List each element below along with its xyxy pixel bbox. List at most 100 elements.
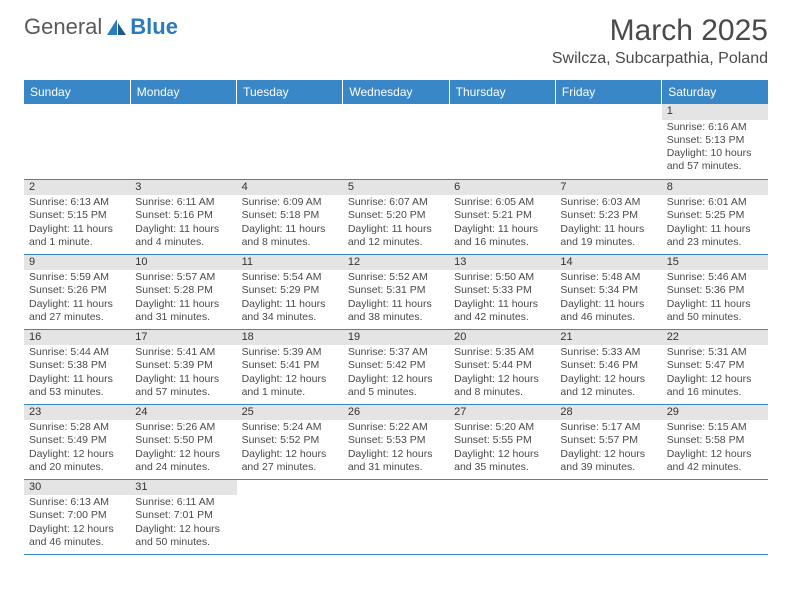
calendar-cell [24,104,130,179]
calendar-cell: 21Sunrise: 5:33 AMSunset: 5:46 PMDayligh… [555,329,661,404]
daylight-line: Daylight: 12 hours and 12 minutes. [560,373,656,399]
sunrise-line: Sunrise: 5:22 AM [348,421,444,434]
sunrise-line: Sunrise: 5:28 AM [29,421,125,434]
day-number: 18 [237,330,343,346]
calendar-cell [343,104,449,179]
calendar-cell: 4Sunrise: 6:09 AMSunset: 5:18 PMDaylight… [237,179,343,254]
sunset-line: Sunset: 5:33 PM [454,284,550,297]
day-number: 9 [24,255,130,271]
sunset-line: Sunset: 5:41 PM [242,359,338,372]
sunrise-line: Sunrise: 5:50 AM [454,271,550,284]
day-body: Sunrise: 5:17 AMSunset: 5:57 PMDaylight:… [555,420,661,477]
daylight-line: Daylight: 11 hours and 42 minutes. [454,298,550,324]
daylight-line: Daylight: 11 hours and 8 minutes. [242,223,338,249]
location: Swilcza, Subcarpathia, Poland [552,50,768,68]
day-body: Sunrise: 5:15 AMSunset: 5:58 PMDaylight:… [662,420,768,477]
calendar-cell [662,479,768,554]
daylight-line: Daylight: 12 hours and 42 minutes. [667,448,763,474]
day-body: Sunrise: 5:50 AMSunset: 5:33 PMDaylight:… [449,270,555,327]
sunrise-line: Sunrise: 5:48 AM [560,271,656,284]
sunset-line: Sunset: 5:26 PM [29,284,125,297]
daylight-line: Daylight: 11 hours and 38 minutes. [348,298,444,324]
day-body: Sunrise: 6:11 AMSunset: 5:16 PMDaylight:… [130,195,236,252]
daylight-line: Daylight: 12 hours and 46 minutes. [29,523,125,549]
sunset-line: Sunset: 5:57 PM [560,434,656,447]
daylight-line: Daylight: 11 hours and 34 minutes. [242,298,338,324]
day-body: Sunrise: 5:20 AMSunset: 5:55 PMDaylight:… [449,420,555,477]
day-body: Sunrise: 6:16 AMSunset: 5:13 PMDaylight:… [662,120,768,177]
sunrise-line: Sunrise: 5:46 AM [667,271,763,284]
day-body: Sunrise: 5:41 AMSunset: 5:39 PMDaylight:… [130,345,236,402]
calendar-week: 9Sunrise: 5:59 AMSunset: 5:26 PMDaylight… [24,254,768,329]
daylight-line: Daylight: 12 hours and 16 minutes. [667,373,763,399]
calendar-cell [130,104,236,179]
header: General Blue March 2025 Swilcza, Subcarp… [0,0,792,72]
day-number: 10 [130,255,236,271]
sunset-line: Sunset: 5:29 PM [242,284,338,297]
calendar-cell: 7Sunrise: 6:03 AMSunset: 5:23 PMDaylight… [555,179,661,254]
calendar-cell [343,479,449,554]
calendar-cell: 9Sunrise: 5:59 AMSunset: 5:26 PMDaylight… [24,254,130,329]
calendar-table: SundayMondayTuesdayWednesdayThursdayFrid… [24,80,768,555]
calendar-cell: 2Sunrise: 6:13 AMSunset: 5:15 PMDaylight… [24,179,130,254]
sunset-line: Sunset: 5:38 PM [29,359,125,372]
daylight-line: Daylight: 12 hours and 35 minutes. [454,448,550,474]
sunset-line: Sunset: 7:00 PM [29,509,125,522]
day-header: Wednesday [343,80,449,104]
day-header: Friday [555,80,661,104]
calendar-cell [449,104,555,179]
day-number: 16 [24,330,130,346]
calendar-cell: 22Sunrise: 5:31 AMSunset: 5:47 PMDayligh… [662,329,768,404]
day-header: Tuesday [237,80,343,104]
day-header: Sunday [24,80,130,104]
calendar-cell: 16Sunrise: 5:44 AMSunset: 5:38 PMDayligh… [24,329,130,404]
sunrise-line: Sunrise: 5:35 AM [454,346,550,359]
sunrise-line: Sunrise: 5:17 AM [560,421,656,434]
day-body: Sunrise: 5:44 AMSunset: 5:38 PMDaylight:… [24,345,130,402]
day-header: Monday [130,80,236,104]
calendar-cell: 28Sunrise: 5:17 AMSunset: 5:57 PMDayligh… [555,404,661,479]
day-body: Sunrise: 6:11 AMSunset: 7:01 PMDaylight:… [130,495,236,552]
daylight-line: Daylight: 11 hours and 16 minutes. [454,223,550,249]
day-body: Sunrise: 5:57 AMSunset: 5:28 PMDaylight:… [130,270,236,327]
calendar-cell: 18Sunrise: 5:39 AMSunset: 5:41 PMDayligh… [237,329,343,404]
day-number: 29 [662,405,768,421]
sunset-line: Sunset: 5:39 PM [135,359,231,372]
sunset-line: Sunset: 5:53 PM [348,434,444,447]
sunset-line: Sunset: 5:36 PM [667,284,763,297]
day-body: Sunrise: 5:31 AMSunset: 5:47 PMDaylight:… [662,345,768,402]
sunrise-line: Sunrise: 6:03 AM [560,196,656,209]
day-body: Sunrise: 5:35 AMSunset: 5:44 PMDaylight:… [449,345,555,402]
calendar-cell [555,104,661,179]
day-number: 1 [662,104,768,120]
calendar-week: 2Sunrise: 6:13 AMSunset: 5:15 PMDaylight… [24,179,768,254]
day-header-row: SundayMondayTuesdayWednesdayThursdayFrid… [24,80,768,104]
sunrise-line: Sunrise: 6:05 AM [454,196,550,209]
calendar-cell: 17Sunrise: 5:41 AMSunset: 5:39 PMDayligh… [130,329,236,404]
sunrise-line: Sunrise: 5:57 AM [135,271,231,284]
calendar-body: 1Sunrise: 6:16 AMSunset: 5:13 PMDaylight… [24,104,768,554]
calendar-cell: 14Sunrise: 5:48 AMSunset: 5:34 PMDayligh… [555,254,661,329]
daylight-line: Daylight: 12 hours and 24 minutes. [135,448,231,474]
sunrise-line: Sunrise: 5:15 AM [667,421,763,434]
sunrise-line: Sunrise: 6:01 AM [667,196,763,209]
day-header: Saturday [662,80,768,104]
day-body: Sunrise: 5:54 AMSunset: 5:29 PMDaylight:… [237,270,343,327]
daylight-line: Daylight: 12 hours and 39 minutes. [560,448,656,474]
sunrise-line: Sunrise: 5:33 AM [560,346,656,359]
daylight-line: Daylight: 12 hours and 8 minutes. [454,373,550,399]
calendar-cell: 8Sunrise: 6:01 AMSunset: 5:25 PMDaylight… [662,179,768,254]
calendar-cell: 26Sunrise: 5:22 AMSunset: 5:53 PMDayligh… [343,404,449,479]
calendar-cell: 30Sunrise: 6:13 AMSunset: 7:00 PMDayligh… [24,479,130,554]
sunrise-line: Sunrise: 5:26 AM [135,421,231,434]
day-body: Sunrise: 5:33 AMSunset: 5:46 PMDaylight:… [555,345,661,402]
daylight-line: Daylight: 12 hours and 5 minutes. [348,373,444,399]
month-title: March 2025 [552,14,768,48]
calendar-week: 23Sunrise: 5:28 AMSunset: 5:49 PMDayligh… [24,404,768,479]
calendar-cell: 5Sunrise: 6:07 AMSunset: 5:20 PMDaylight… [343,179,449,254]
calendar-cell: 25Sunrise: 5:24 AMSunset: 5:52 PMDayligh… [237,404,343,479]
calendar-week: 16Sunrise: 5:44 AMSunset: 5:38 PMDayligh… [24,329,768,404]
day-number: 12 [343,255,449,271]
calendar-cell: 15Sunrise: 5:46 AMSunset: 5:36 PMDayligh… [662,254,768,329]
daylight-line: Daylight: 10 hours and 57 minutes. [667,147,763,173]
